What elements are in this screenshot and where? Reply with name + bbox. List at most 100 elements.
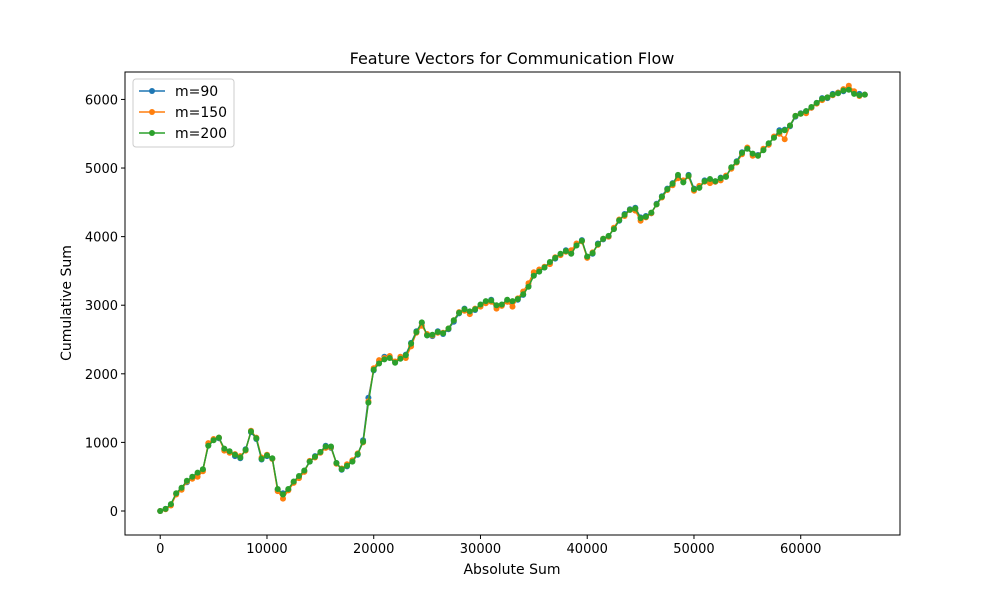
data-point xyxy=(301,467,308,474)
data-point xyxy=(167,501,174,508)
y-tick-label: 5000 xyxy=(85,162,118,177)
data-point xyxy=(333,460,340,466)
data-point xyxy=(760,147,767,154)
data-point xyxy=(728,164,735,171)
plot-frame xyxy=(124,71,901,536)
data-point xyxy=(477,301,484,308)
data-point xyxy=(546,259,553,265)
data-point xyxy=(488,297,495,304)
legend-label: m=90 xyxy=(175,84,218,100)
data-point xyxy=(525,283,532,290)
data-point xyxy=(242,446,249,453)
data-point xyxy=(199,466,206,473)
data-point xyxy=(712,178,719,185)
data-point xyxy=(221,445,228,452)
data-point xyxy=(418,319,425,326)
data-point xyxy=(178,484,185,491)
data-point xyxy=(723,173,729,180)
x-tick-label: 20000 xyxy=(353,542,394,557)
data-point xyxy=(621,211,628,218)
data-point xyxy=(584,253,591,260)
data-point xyxy=(781,136,788,143)
y-axis: 0 1000 2000 3000 4000 5000 6000 xyxy=(85,93,125,520)
data-point xyxy=(765,140,772,147)
data-point xyxy=(632,205,639,212)
data-point xyxy=(434,329,441,335)
data-point xyxy=(792,112,799,119)
data-point xyxy=(317,449,324,455)
legend: m=90 m=150 m=200 xyxy=(132,78,235,148)
x-axis-label: Absolute Sum xyxy=(463,562,560,578)
data-point xyxy=(835,90,842,97)
data-point xyxy=(605,232,612,239)
data-point xyxy=(771,134,777,141)
legend-label: m=150 xyxy=(175,105,227,121)
data-point xyxy=(589,250,596,257)
data-point xyxy=(397,355,404,362)
data-point xyxy=(194,469,201,476)
data-point xyxy=(509,303,516,310)
data-point xyxy=(829,91,836,98)
data-point xyxy=(733,158,740,165)
data-point xyxy=(450,317,457,324)
legend-item: m=200 xyxy=(139,126,227,142)
x-tick-label: 0 xyxy=(156,542,164,557)
data-point xyxy=(824,94,831,101)
data-point xyxy=(189,473,196,480)
data-point xyxy=(183,477,190,484)
data-point xyxy=(424,332,431,339)
x-tick-label: 30000 xyxy=(460,542,501,557)
data-point xyxy=(514,296,521,302)
data-point xyxy=(787,122,793,129)
data-point xyxy=(749,150,756,157)
data-point xyxy=(701,178,708,185)
x-tick-label: 50000 xyxy=(673,542,714,557)
data-point xyxy=(194,473,201,480)
data-point xyxy=(856,92,863,99)
data-point xyxy=(744,145,751,152)
data-point xyxy=(210,437,217,444)
data-point xyxy=(803,108,810,115)
data-point xyxy=(232,451,238,458)
data-point xyxy=(258,455,265,462)
x-tick-label: 10000 xyxy=(246,542,287,557)
data-point xyxy=(461,306,468,313)
data-point xyxy=(600,235,607,242)
y-tick-label: 0 xyxy=(110,505,118,520)
data-point xyxy=(472,306,479,313)
y-tick-label: 2000 xyxy=(85,368,118,383)
data-point xyxy=(386,355,393,361)
y-tick-label: 1000 xyxy=(85,436,118,451)
data-point xyxy=(280,495,286,502)
data-point xyxy=(840,87,847,94)
data-point xyxy=(557,250,564,257)
data-point xyxy=(498,301,505,308)
data-point xyxy=(205,442,212,449)
data-point xyxy=(691,186,697,193)
data-point xyxy=(408,340,415,347)
data-point xyxy=(349,458,356,465)
data-point xyxy=(851,90,858,97)
data-point xyxy=(344,462,350,469)
data-point xyxy=(215,434,222,441)
data-point xyxy=(696,184,703,191)
data-point xyxy=(456,309,463,316)
data-point xyxy=(653,201,660,208)
data-point xyxy=(269,455,276,462)
y-axis-label: Cumulative Sum xyxy=(59,245,75,361)
data-point xyxy=(648,209,655,216)
data-point xyxy=(637,215,644,222)
data-point xyxy=(717,175,724,182)
data-point xyxy=(253,435,260,442)
data-point xyxy=(328,443,334,450)
data-point xyxy=(797,110,804,117)
data-point xyxy=(381,356,388,363)
data-point xyxy=(248,428,254,435)
data-point xyxy=(429,331,436,338)
data-point xyxy=(861,91,868,98)
data-point xyxy=(274,486,281,492)
data-point xyxy=(707,180,713,187)
data-point xyxy=(845,86,852,93)
data-point xyxy=(594,241,601,248)
